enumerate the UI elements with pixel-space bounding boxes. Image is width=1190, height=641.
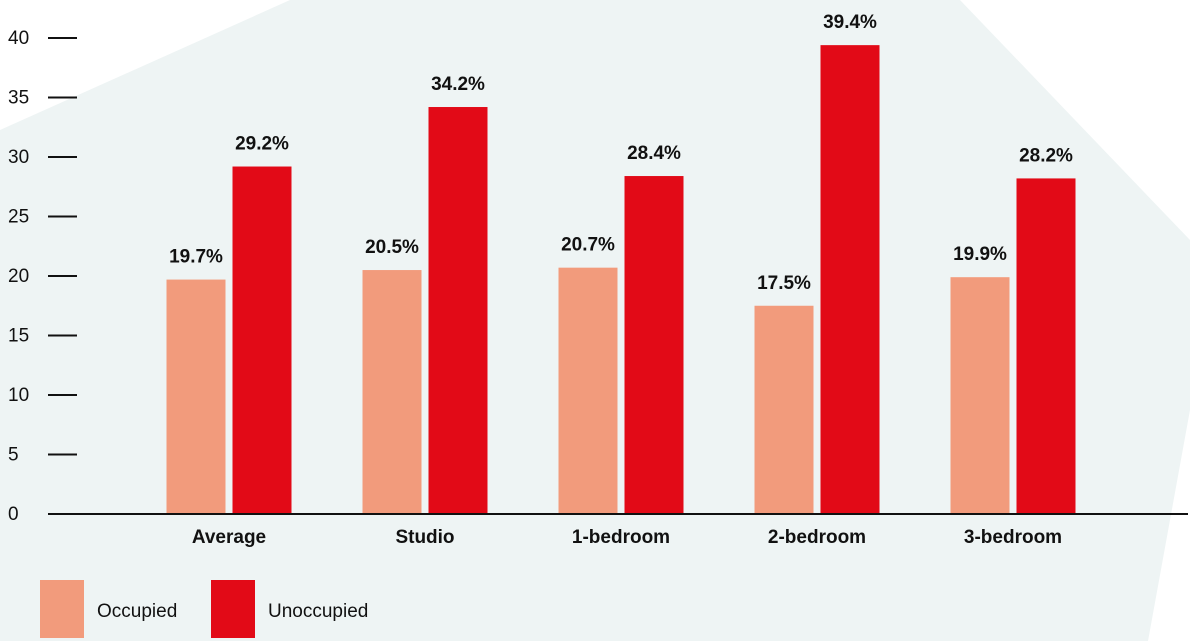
data-label-occupied-0: 19.7% (169, 247, 223, 268)
y-tick-label-30: 30 (8, 147, 29, 168)
legend-swatch-unoccupied (211, 580, 255, 638)
bar-occupied-1 (362, 270, 422, 514)
x-tick-label-1: Studio (395, 527, 454, 548)
bar-unoccupied-4 (1016, 178, 1076, 515)
y-tick-label-40: 40 (8, 28, 29, 49)
data-labels-group: 19.7% 20.5% 20.7% 17.5% 19.9% 29.2% 34.2% 28.4%… (169, 12, 1073, 294)
legend-label-unoccupied: Unoccupied (268, 601, 368, 622)
y-tick-label-0: 0 (8, 504, 19, 525)
y-axis: 0 5 10 15 20 25 30 35 40 (8, 28, 77, 525)
data-label-unoccupied-4: 28.2% (1019, 145, 1073, 166)
x-tick-label-2: 1-bedroom (572, 527, 670, 548)
bar-occupied-3 (754, 305, 814, 514)
data-label-occupied-4: 19.9% (953, 244, 1007, 265)
data-label-unoccupied-1: 34.2% (431, 74, 485, 95)
y-tick-label-5: 5 (8, 445, 19, 466)
legend-swatch-occupied (40, 580, 84, 638)
data-label-unoccupied-3: 39.4% (823, 12, 877, 33)
legend-label-occupied: Occupied (97, 601, 177, 622)
y-tick-label-20: 20 (8, 266, 29, 287)
bar-occupied-2 (558, 267, 618, 514)
bars-group (166, 45, 1076, 515)
bar-unoccupied-0 (232, 166, 292, 514)
x-tick-label-3: 2-bedroom (768, 527, 866, 548)
data-label-unoccupied-2: 28.4% (627, 143, 681, 164)
data-label-occupied-2: 20.7% (561, 235, 615, 256)
bar-unoccupied-3 (820, 45, 880, 514)
y-tick-label-10: 10 (8, 385, 29, 406)
bar-occupied-4 (950, 277, 1010, 514)
bar-unoccupied-2 (624, 176, 684, 515)
bar-occupied-0 (166, 279, 226, 514)
y-tick-label-15: 15 (8, 326, 29, 347)
data-label-occupied-3: 17.5% (757, 273, 811, 294)
y-tick-label-35: 35 (8, 88, 29, 109)
y-tick-label-25: 25 (8, 207, 29, 228)
x-axis: Average Studio 1-bedroom 2-bedroom 3-bedroom (48, 513, 1188, 548)
legend: Occupied Unoccupied (40, 580, 368, 638)
data-label-unoccupied-0: 29.2% (235, 134, 289, 155)
x-tick-label-4: 3-bedroom (964, 527, 1062, 548)
x-tick-label-0: Average (192, 527, 266, 548)
bar-unoccupied-1 (428, 107, 488, 515)
data-label-occupied-1: 20.5% (365, 237, 419, 258)
